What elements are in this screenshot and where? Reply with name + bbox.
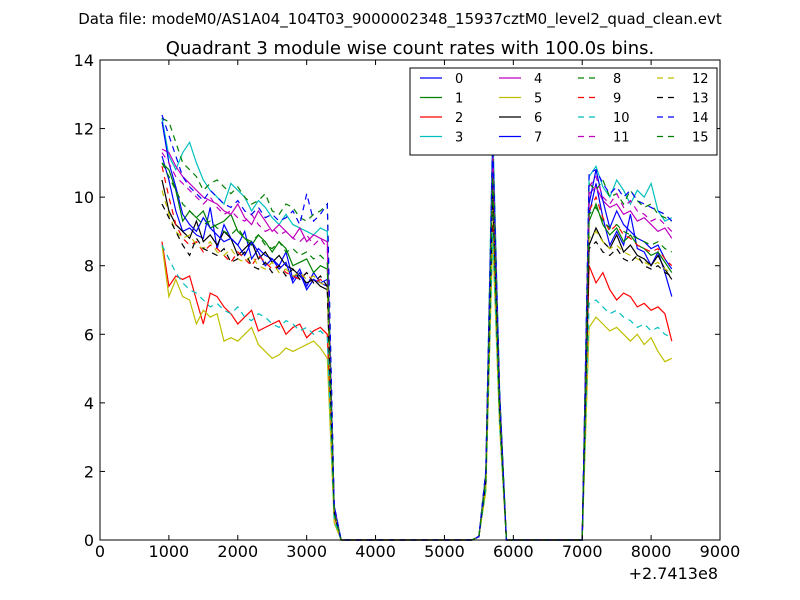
y-tick-label: 12 [74,120,94,139]
series-line-4 [161,148,673,541]
y-tick-label: 2 [84,462,94,481]
legend-label-5: 5 [534,92,542,107]
x-tick-label: 7000 [562,542,603,561]
legend-label-3: 3 [455,131,463,146]
series-line-1 [161,162,673,541]
legend-label-8: 8 [613,72,621,87]
legend-label-15: 15 [692,131,709,146]
x-tick-label: 3000 [286,542,327,561]
legend-label-6: 6 [534,111,542,126]
legend-label-13: 13 [692,92,709,107]
y-tick-label: 8 [84,257,94,276]
y-tick-label: 10 [74,188,94,207]
y-tick-label: 6 [84,325,94,344]
legend-label-9: 9 [613,92,621,107]
x-tick-label: 8000 [631,542,672,561]
series-line-12 [161,190,673,541]
legend-label-7: 7 [534,131,542,146]
x-offset-label: +2.7413e8 [629,564,718,583]
series-line-14 [161,114,673,541]
figure-suptitle: Data file: modeM0/AS1A04_104T03_90000023… [78,10,722,29]
x-tick-label: 6000 [493,542,534,561]
chart-title: Quadrant 3 module wise count rates with … [166,38,655,59]
x-tick-label: 4000 [355,542,396,561]
plot-area-frame [99,59,721,541]
series-line-3 [161,118,673,541]
legend-label-2: 2 [455,111,463,126]
y-tick-label: 0 [84,531,94,550]
x-tick-label: 5000 [424,542,465,561]
axes-layer: 0 1000 2000 3000 4000 5000 6000 7000 8000 9000 0 2 4… [74,51,741,561]
x-tick-label: 0 [95,542,105,561]
series-layer [161,114,673,541]
x-tick-label: 9000 [700,542,741,561]
y-tick-label: 14 [74,51,94,70]
series-line-6 [161,179,673,541]
y-tick-label: 4 [84,394,94,413]
legend-label-1: 1 [455,92,463,107]
series-line-9 [161,166,673,541]
series-line-13 [161,193,673,541]
series-line-15 [161,162,673,541]
legend-label-11: 11 [613,131,630,146]
legend-label-10: 10 [613,111,630,126]
legend-label-4: 4 [534,72,542,87]
series-line-0 [161,155,673,541]
legend-label-14: 14 [692,111,709,126]
x-tick-label: 1000 [149,542,190,561]
series-line-5 [161,238,673,541]
legend-label-12: 12 [692,72,709,87]
legend-box [409,67,718,156]
series-line-10 [161,231,673,541]
series-line-11 [161,149,673,541]
series-line-8 [161,117,673,541]
x-tick-label: 2000 [217,542,258,561]
series-line-2 [161,224,673,541]
legend-label-0: 0 [455,72,463,87]
